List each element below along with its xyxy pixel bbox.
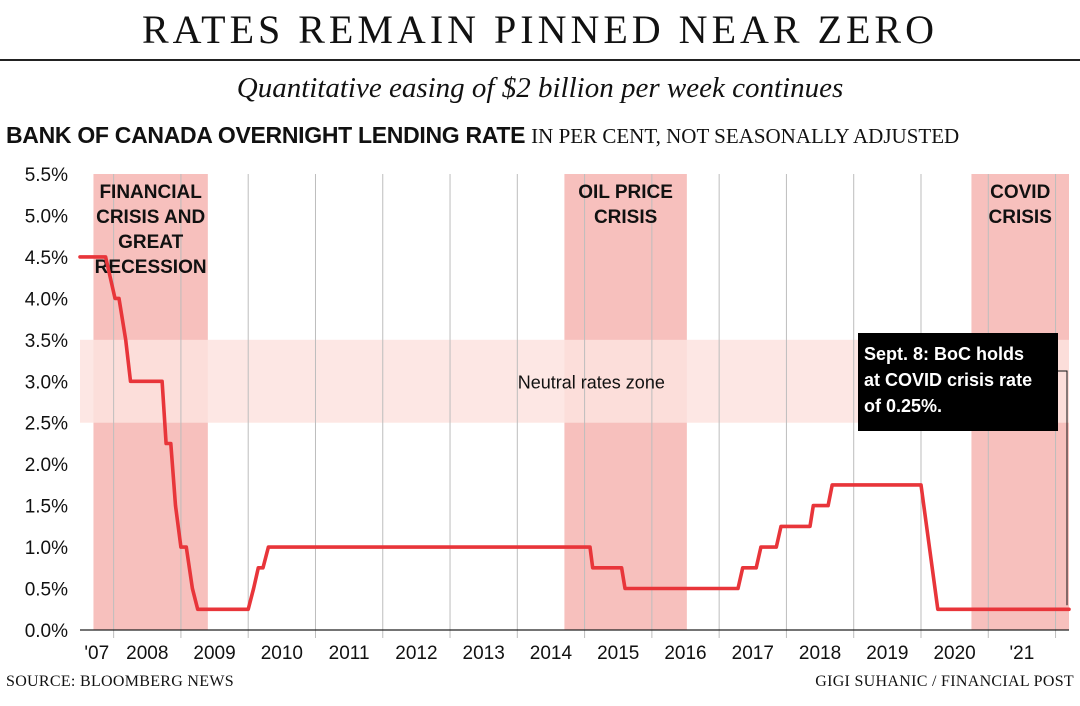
- x-tick-label: 2009: [193, 643, 235, 664]
- y-tick-label: 1.5%: [25, 497, 68, 518]
- callout-text-line: at COVID crisis rate: [864, 370, 1032, 390]
- y-tick-label: 0.0%: [25, 621, 68, 642]
- callout-box: [858, 333, 1058, 431]
- crisis-2008-label-line: RECESSION: [95, 257, 207, 278]
- crisis-2008-label-line: GREAT: [118, 232, 183, 253]
- y-tick-label: 0.5%: [25, 580, 68, 601]
- y-tick-label: 4.0%: [25, 289, 68, 310]
- crisis-2008-label-line: FINANCIAL: [99, 182, 202, 203]
- x-tick-label: 2018: [799, 643, 841, 664]
- x-tick-label: 2020: [933, 643, 975, 664]
- y-tick-label: 3.0%: [25, 372, 68, 393]
- rate-chart: FINANCIAL CRISIS AND GREAT RECESSION OIL PRI…: [25, 165, 1071, 664]
- y-tick-label: 5.5%: [25, 165, 68, 186]
- chart-subtitle: Quantitative easing of $2 billion per we…: [236, 72, 844, 104]
- title-divider: [0, 59, 1080, 61]
- callout-leader-line: [1058, 370, 1068, 606]
- x-tick-label: 2017: [732, 643, 774, 664]
- x-tick-label: 2013: [463, 643, 505, 664]
- callout-text-line: Sept. 8: BoC holds: [864, 344, 1024, 364]
- x-tick-label: 2010: [261, 643, 303, 664]
- y-tick-label: 5.0%: [25, 206, 68, 227]
- x-tick-label: 2012: [395, 643, 437, 664]
- y-tick-label: 1.0%: [25, 538, 68, 559]
- crisis-2020-label-line: COVID: [990, 182, 1050, 203]
- crisis-2020-label-line: CRISIS: [989, 207, 1052, 228]
- chart-heading-title: BANK OF CANADA OVERNIGHT LENDING RATE: [6, 122, 526, 148]
- x-tick-label: 2008: [126, 643, 168, 664]
- x-tick-label: 2015: [597, 643, 639, 664]
- credit-note: GIGI SUHANIC / FINANCIAL POST: [815, 673, 1074, 690]
- x-tick-label: 2019: [866, 643, 908, 664]
- x-tick-label: '07: [84, 643, 109, 664]
- y-tick-label: 3.5%: [25, 331, 68, 352]
- source-note: SOURCE: BLOOMBERG NEWS: [6, 673, 234, 690]
- neutral-zone-label: Neutral rates zone: [518, 372, 665, 392]
- x-tick-label: '21: [1010, 643, 1035, 664]
- y-tick-label: 4.5%: [25, 248, 68, 269]
- chart-heading-note: IN PER CENT, NOT SEASONALLY ADJUSTED: [531, 124, 960, 148]
- x-tick-label: 2011: [329, 643, 370, 664]
- chart-title: RATES REMAIN PINNED NEAR ZERO: [142, 7, 938, 52]
- x-tick-label: 2016: [664, 643, 706, 664]
- x-tick-label: 2014: [530, 643, 573, 664]
- callout-text-line: of 0.25%.: [864, 396, 942, 416]
- crisis-2014-label-line: CRISIS: [594, 207, 657, 228]
- crisis-2014-label-line: OIL PRICE: [578, 182, 673, 203]
- y-tick-label: 2.0%: [25, 455, 68, 476]
- chart-heading: BANK OF CANADA OVERNIGHT LENDING RATE IN …: [6, 122, 959, 149]
- y-tick-label: 2.5%: [25, 414, 68, 435]
- crisis-2008-label-line: CRISIS AND: [96, 207, 205, 228]
- rate-series-line: [78, 255, 1071, 612]
